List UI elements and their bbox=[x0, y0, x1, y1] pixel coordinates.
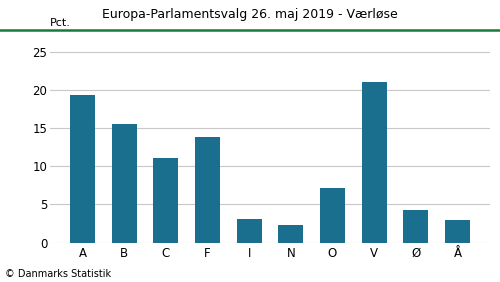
Bar bbox=[404, 210, 428, 243]
Text: Europa-Parlamentsvalg 26. maj 2019 - Værløse: Europa-Parlamentsvalg 26. maj 2019 - Vær… bbox=[102, 8, 398, 21]
Bar bbox=[445, 221, 470, 243]
Bar bbox=[362, 82, 386, 243]
Bar bbox=[236, 219, 262, 243]
Bar bbox=[278, 225, 303, 243]
Text: Pct.: Pct. bbox=[50, 18, 71, 28]
Bar bbox=[70, 95, 95, 243]
Bar bbox=[320, 188, 345, 243]
Bar bbox=[195, 137, 220, 243]
Bar bbox=[112, 124, 136, 243]
Text: © Danmarks Statistik: © Danmarks Statistik bbox=[5, 269, 111, 279]
Bar bbox=[154, 158, 178, 243]
